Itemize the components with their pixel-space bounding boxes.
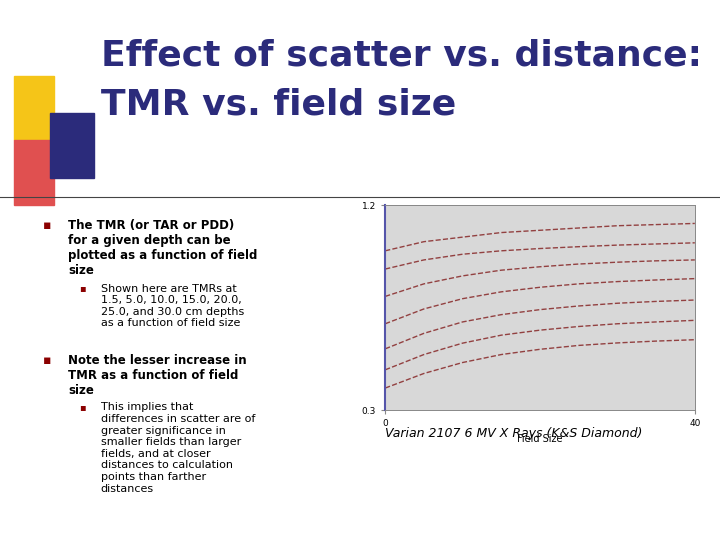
Text: Varian 2107 6 MV X Rays (K&S Diamond): Varian 2107 6 MV X Rays (K&S Diamond) [385,427,642,440]
Bar [14,140,54,205]
Text: Note the lesser increase in
TMR as a function of field
size: Note the lesser increase in TMR as a fun… [68,354,247,397]
Text: The TMR (or TAR or PDD)
for a given depth can be
plotted as a function of field
: The TMR (or TAR or PDD) for a given dept… [68,219,258,276]
Text: This implies that
differences in scatter are of
greater significance in
smaller : This implies that differences in scatter… [101,402,255,494]
Text: ▪: ▪ [79,402,86,413]
X-axis label: Field Size: Field Size [517,434,563,444]
Text: ▪: ▪ [79,284,86,294]
Text: Effect of scatter vs. distance:: Effect of scatter vs. distance: [101,39,702,73]
Text: TMR vs. field size: TMR vs. field size [101,87,456,122]
Text: ▪: ▪ [43,354,52,367]
Text: ▪: ▪ [43,219,52,232]
Bar [14,76,54,140]
Bar [50,113,94,178]
Text: Shown here are TMRs at
1.5, 5.0, 10.0, 15.0, 20.0,
25.0, and 30.0 cm depths
as a: Shown here are TMRs at 1.5, 5.0, 10.0, 1… [101,284,244,328]
